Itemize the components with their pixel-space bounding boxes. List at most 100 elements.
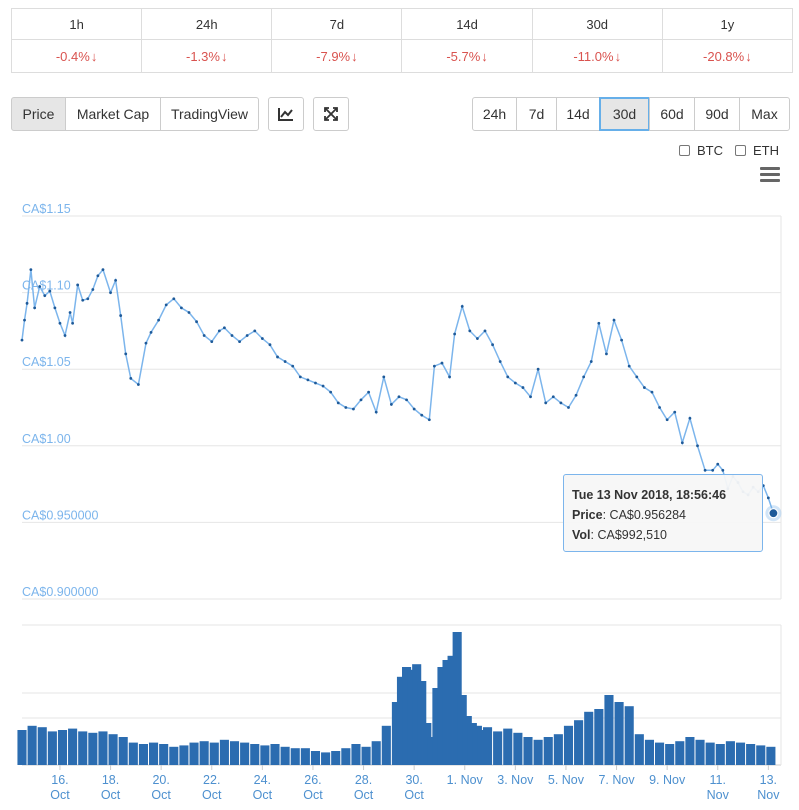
volume-bar — [17, 730, 27, 765]
tooltip-vol-label: Vol — [572, 528, 591, 542]
volume-bar — [452, 632, 462, 765]
price-point — [223, 326, 226, 330]
price-point — [33, 306, 37, 310]
price-point — [245, 334, 249, 337]
price-point — [48, 289, 52, 293]
price-point — [513, 381, 517, 385]
range-7d[interactable]: 7d — [516, 97, 557, 131]
volume-bar — [462, 716, 472, 765]
price-point — [38, 285, 42, 288]
expand-button[interactable] — [313, 97, 349, 131]
volume-bar — [543, 737, 553, 765]
period-24h: 24h — [141, 8, 273, 40]
volume-bar — [189, 742, 199, 765]
price-point — [766, 496, 770, 500]
price-point — [635, 375, 639, 379]
volume-bar — [715, 744, 725, 765]
price-point — [144, 341, 148, 345]
price-point — [136, 383, 140, 386]
down-arrow-icon: ↓ — [90, 48, 98, 64]
volume-bar — [624, 706, 634, 765]
compare-eth[interactable]: ETH — [735, 143, 779, 158]
x-tick-label: Oct — [303, 788, 323, 802]
price-point — [420, 413, 424, 417]
chart-type-tabs: Price Market Cap TradingView — [11, 97, 259, 131]
x-tick-label: Oct — [253, 788, 273, 802]
volume-bar — [412, 664, 422, 765]
volume-bar — [169, 746, 179, 765]
price-point — [374, 410, 378, 414]
price-point — [597, 321, 601, 325]
x-tick-label: 20. — [152, 773, 169, 787]
price-point — [291, 364, 295, 368]
volume-bar — [407, 669, 417, 765]
change-cell-7d: -7.9%↓ — [271, 39, 403, 73]
price-point — [124, 352, 128, 356]
volume-bar — [396, 676, 407, 765]
price-point — [412, 407, 416, 411]
compare-btc[interactable]: BTC — [679, 143, 723, 158]
price-point — [559, 401, 563, 405]
price-point — [673, 410, 677, 414]
price-point — [529, 395, 532, 399]
price-point — [25, 301, 29, 305]
range-60d[interactable]: 60d — [649, 97, 695, 131]
y-tick-label: CA$1.15 — [22, 202, 71, 216]
price-point — [63, 334, 67, 337]
volume-bar — [604, 695, 614, 765]
volume-bar — [644, 739, 654, 765]
line-chart-button[interactable] — [268, 97, 304, 131]
price-point — [551, 395, 555, 399]
price-point — [703, 468, 707, 472]
volume-bar — [447, 655, 457, 765]
volume-bar — [735, 742, 746, 765]
volume-bar — [766, 746, 776, 765]
volume-bar — [98, 731, 108, 765]
price-tooltip: Tue 13 Nov 2018, 18:56:46 Price: CA$0.95… — [563, 474, 763, 552]
tooltip-price-value: : CA$0.956284 — [602, 508, 686, 522]
volume-bar — [68, 728, 78, 765]
tab-tradingview[interactable]: TradingView — [160, 97, 259, 131]
volume-bar — [361, 746, 371, 765]
tooltip-price-label: Price — [572, 508, 603, 522]
range-30d[interactable]: 30d — [599, 97, 650, 131]
price-point — [336, 401, 340, 405]
volume-bars — [17, 632, 776, 765]
price-point — [53, 306, 57, 310]
price-point — [544, 401, 548, 405]
tooltip-vol-value: : CA$992,510 — [590, 528, 667, 542]
volume-bar — [149, 742, 159, 765]
range-14d[interactable]: 14d — [556, 97, 600, 131]
price-point — [650, 390, 654, 394]
change-cell-30d: -11.0%↓ — [531, 39, 663, 73]
x-tick-label: 3. Nov — [497, 773, 534, 787]
volume-bar — [199, 741, 209, 765]
hamburger-menu-icon[interactable] — [760, 167, 780, 183]
range-max[interactable]: Max — [739, 97, 790, 131]
x-tick-label: 11. — [710, 773, 726, 787]
tab-price[interactable]: Price — [11, 97, 66, 131]
x-tick-label: 7. Nov — [598, 773, 635, 787]
volume-bar — [634, 734, 644, 765]
x-tick-label: Oct — [151, 788, 171, 802]
volume-bar — [614, 702, 624, 765]
checkbox-icon[interactable] — [679, 145, 690, 156]
volume-bar — [594, 709, 604, 765]
price-point — [491, 343, 494, 347]
volume-bar — [128, 742, 138, 765]
price-point — [432, 364, 436, 368]
volume-bar — [695, 739, 705, 765]
y-tick-label: CA$1.10 — [22, 279, 71, 293]
volume-bar — [108, 734, 118, 765]
expand-icon — [324, 107, 338, 121]
price-point — [260, 337, 264, 340]
price-point — [306, 378, 310, 382]
price-point — [483, 329, 487, 333]
x-tick-label: Oct — [101, 788, 121, 802]
checkbox-icon[interactable] — [735, 145, 746, 156]
volume-bar — [756, 745, 766, 765]
price-point — [468, 329, 472, 333]
volume-bar — [513, 732, 523, 765]
price-point — [29, 268, 33, 272]
